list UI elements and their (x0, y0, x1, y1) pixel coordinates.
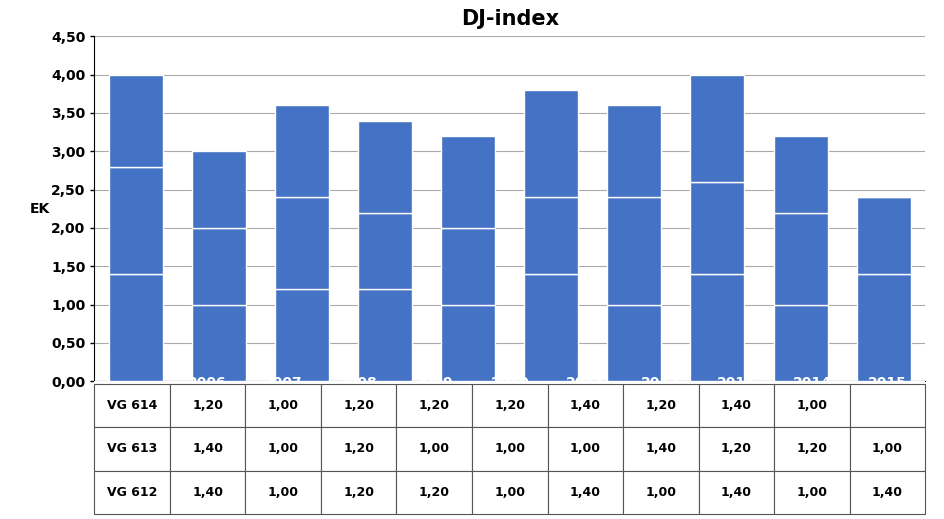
Bar (773, 213, 828, 305)
Bar (192, 228, 246, 305)
Bar (441, 305, 496, 381)
Bar (358, 213, 413, 289)
Bar (607, 305, 662, 381)
Bar (275, 289, 329, 381)
Bar (275, 105, 329, 197)
Bar (856, 274, 911, 381)
Bar (690, 75, 745, 182)
Bar (192, 151, 246, 228)
Y-axis label: EK: EK (30, 202, 50, 216)
Bar (275, 197, 329, 289)
Bar (109, 75, 163, 167)
Bar (524, 197, 579, 274)
Bar (773, 136, 828, 213)
Bar (607, 197, 662, 305)
Bar (524, 90, 579, 197)
Bar (441, 228, 496, 305)
Bar (192, 305, 246, 381)
Bar (358, 289, 413, 381)
Bar (358, 120, 413, 213)
Bar (441, 136, 496, 228)
Bar (109, 274, 163, 381)
Bar (690, 182, 745, 274)
Bar (524, 274, 579, 381)
Title: DJ-index: DJ-index (461, 9, 559, 29)
Bar (109, 167, 163, 274)
Bar (690, 274, 745, 381)
Bar (856, 197, 911, 274)
Bar (607, 105, 662, 197)
Bar (773, 305, 828, 381)
